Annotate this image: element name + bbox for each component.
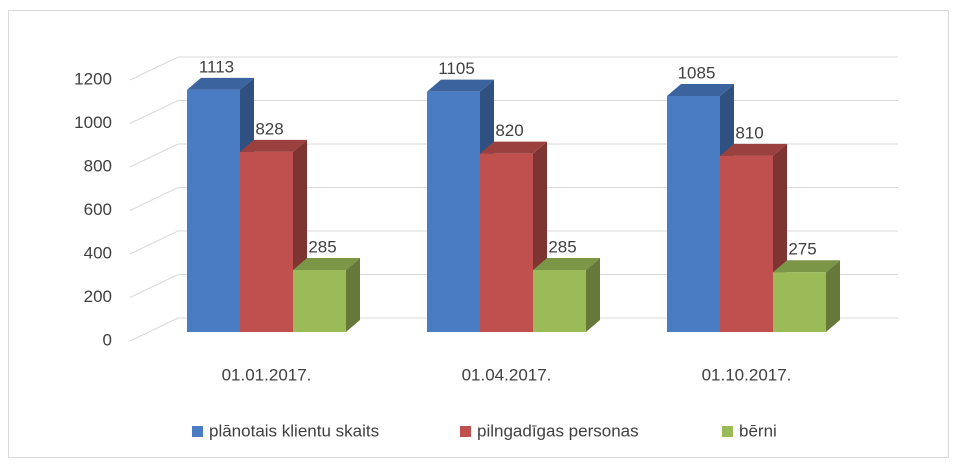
y-tick-label: 200	[84, 287, 112, 306]
x-tick-label: 01.04.2017.	[462, 365, 552, 384]
y-tick-label: 1000	[74, 113, 112, 132]
y-tick-label: 600	[84, 200, 112, 219]
bar-side	[346, 258, 360, 332]
bar-top	[533, 258, 600, 271]
y-tick-label: 0	[103, 330, 112, 349]
bar	[773, 272, 826, 332]
data-label: 285	[308, 237, 336, 256]
bar-top	[427, 79, 494, 92]
grid-line	[129, 187, 898, 211]
data-label: 810	[735, 123, 763, 142]
data-label: 285	[548, 237, 576, 256]
y-tick-label: 1200	[74, 69, 112, 88]
bar	[533, 270, 586, 332]
y-tick-label: 800	[84, 156, 112, 175]
data-label: 1085	[678, 63, 716, 82]
legend-swatch	[722, 426, 733, 437]
bar-side	[826, 260, 840, 332]
x-tick-label: 01.10.2017.	[702, 365, 792, 384]
legend-swatch	[460, 426, 471, 437]
bar	[667, 96, 720, 332]
legend-swatch	[192, 426, 203, 437]
bar	[240, 151, 293, 332]
data-label: 828	[255, 119, 283, 138]
data-label: 1105	[438, 59, 475, 78]
data-label: 1113	[199, 57, 234, 76]
bar-side	[586, 258, 600, 332]
legend-label: pilngadīgas personas	[477, 421, 639, 440]
grid-line	[129, 56, 898, 81]
bar-top	[667, 84, 734, 97]
bar-top	[187, 77, 254, 90]
grid-line	[129, 100, 898, 124]
bar	[187, 89, 240, 332]
x-tick-label: 01.01.2017.	[222, 365, 312, 384]
bar	[720, 155, 773, 332]
legend-label: plānotais klientu skaits	[209, 421, 379, 440]
bar-top	[480, 141, 547, 154]
bar	[293, 270, 346, 332]
bar	[427, 91, 480, 332]
bar-top	[293, 258, 360, 271]
grid-line	[129, 317, 898, 342]
grid-line	[129, 143, 898, 168]
bar-top	[720, 143, 787, 156]
bar	[480, 153, 533, 332]
grid-line	[129, 230, 898, 255]
data-label: 275	[788, 240, 816, 259]
bar-top	[773, 260, 840, 273]
legend-label: bērni	[739, 421, 777, 440]
data-label: 820	[495, 121, 523, 140]
y-tick-label: 400	[84, 243, 112, 262]
grid-line	[129, 274, 898, 298]
bar-top	[240, 139, 307, 152]
